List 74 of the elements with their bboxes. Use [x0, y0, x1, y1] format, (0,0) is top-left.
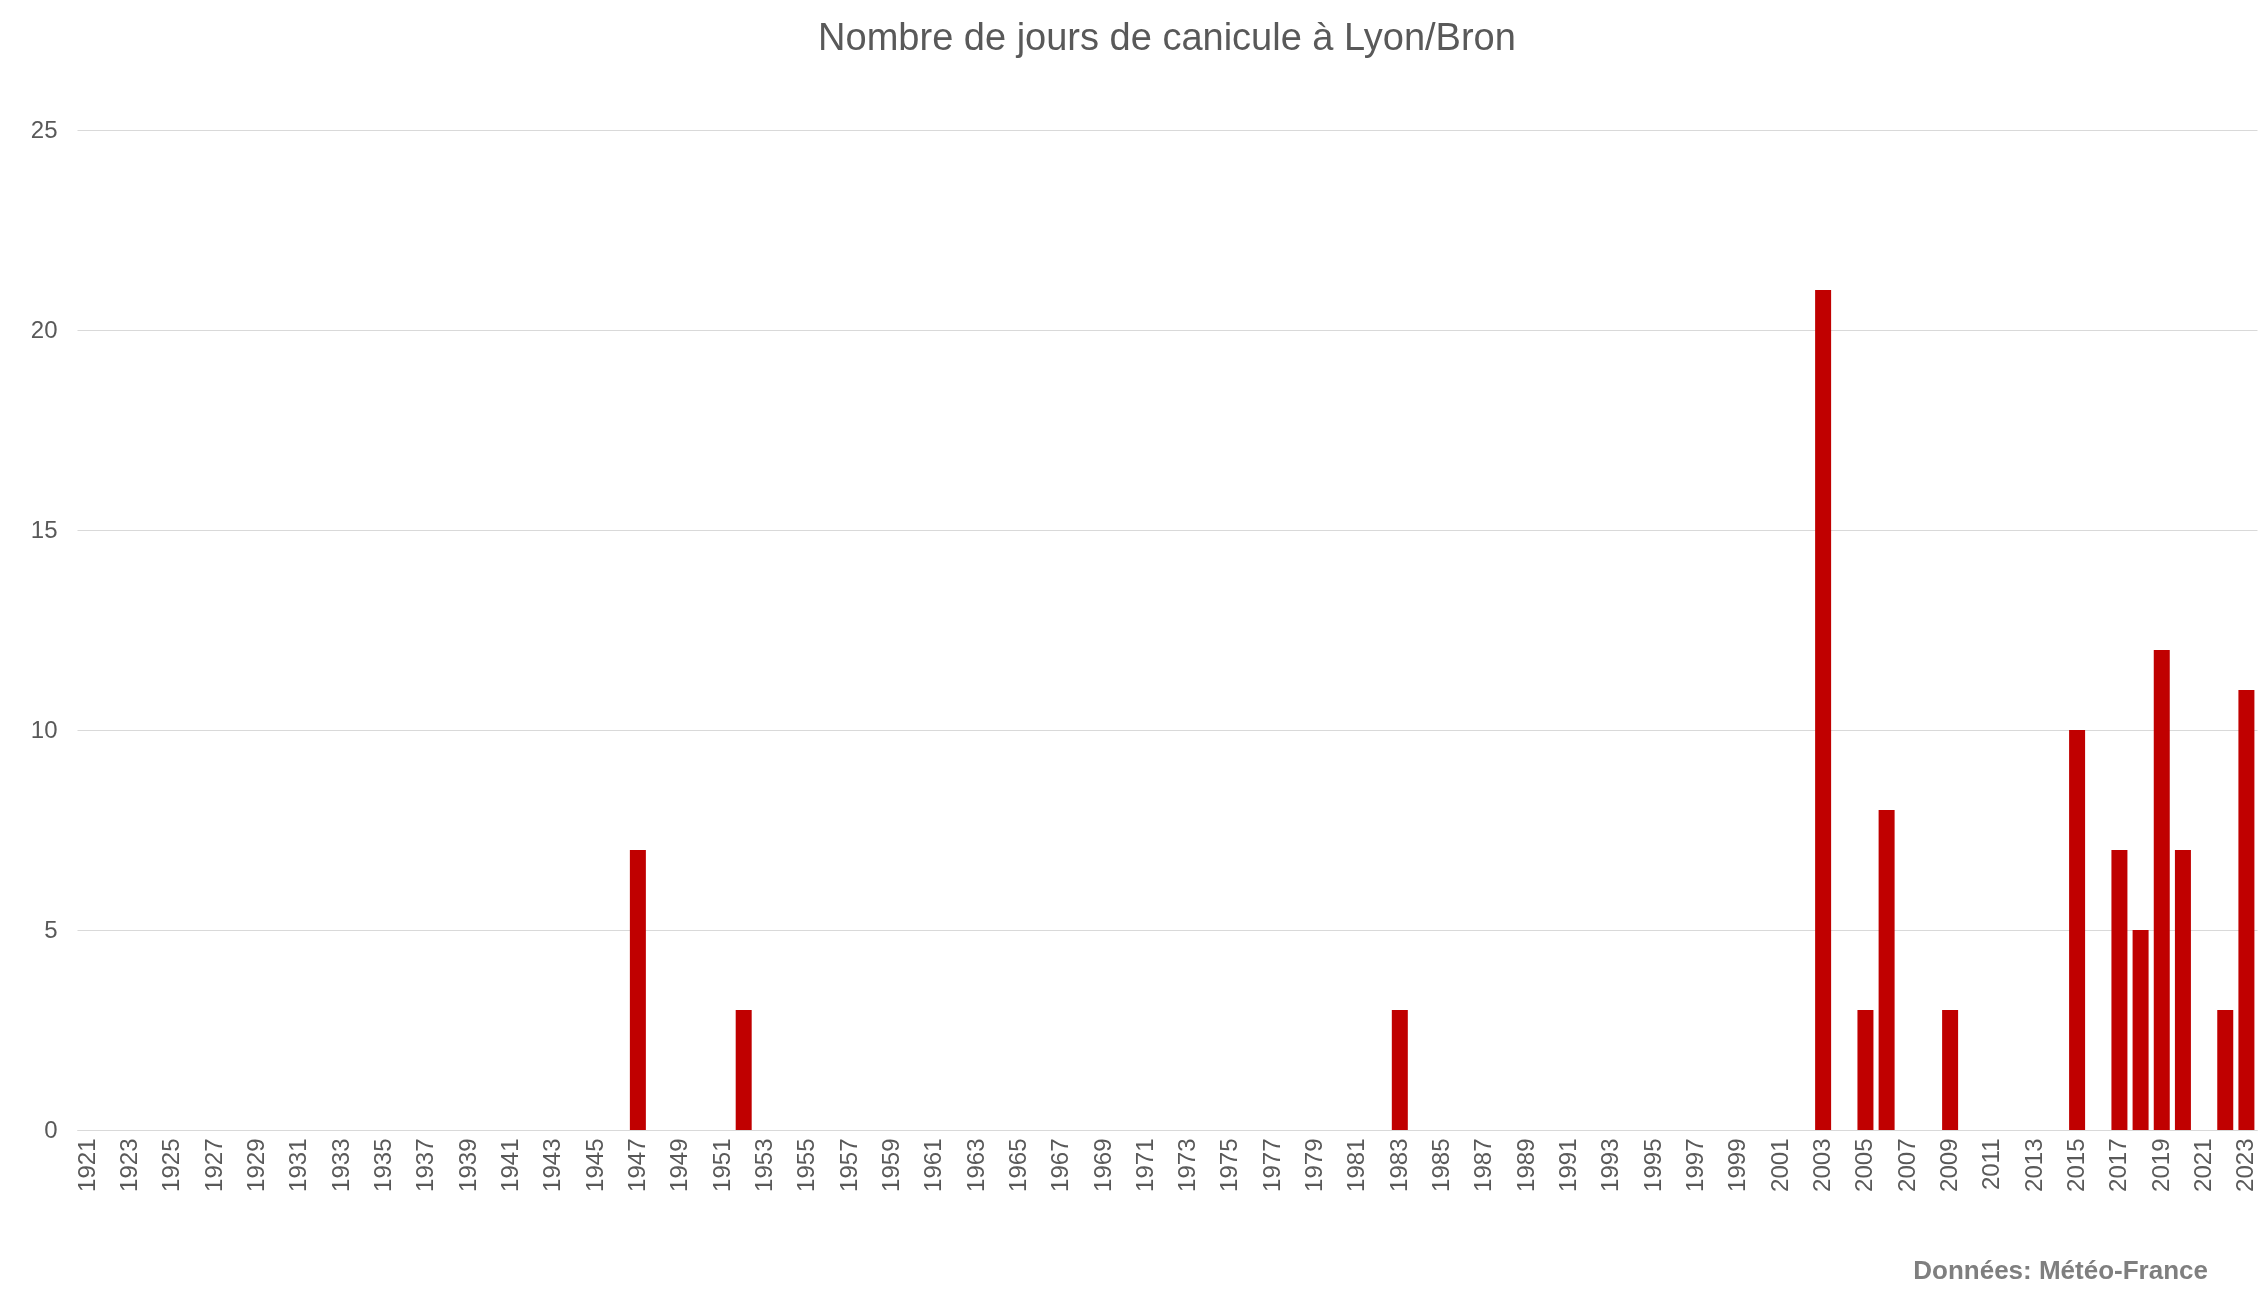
bar	[1391, 1010, 1408, 1130]
x-tick-label: 1979	[1300, 1138, 1328, 1192]
x-tick-label: 2015	[2062, 1138, 2090, 1192]
x-tick-label: 1987	[1469, 1138, 1497, 1192]
x-tick-label: 1921	[72, 1138, 100, 1192]
x-tick-label: 1947	[622, 1138, 650, 1192]
x-tick-label: 1999	[1723, 1138, 1751, 1192]
x-tick-label: 1963	[961, 1138, 989, 1192]
x-tick-label: 1941	[495, 1138, 523, 1192]
y-tick-label: 15	[30, 515, 58, 543]
x-tick-label: 2021	[2189, 1138, 2217, 1192]
x-tick-label: 1923	[114, 1138, 142, 1192]
x-tick-label: 2013	[2019, 1138, 2047, 1192]
x-tick-label: 2001	[1765, 1138, 1793, 1192]
bar	[2217, 1010, 2234, 1130]
x-tick-label: 1971	[1130, 1138, 1158, 1192]
bar	[2132, 930, 2149, 1130]
x-tick-label: 1967	[1046, 1138, 1074, 1192]
x-tick-label: 2003	[1808, 1138, 1836, 1192]
bar	[629, 850, 646, 1130]
x-tick-label: 2005	[1850, 1138, 1878, 1192]
x-tick-label: 1997	[1681, 1138, 1709, 1192]
x-tick-label: 1937	[411, 1138, 439, 1192]
bar	[2174, 850, 2191, 1130]
x-tick-label: 2019	[2146, 1138, 2174, 1192]
bar	[2111, 850, 2128, 1130]
text: Données: Météo-France	[1913, 1255, 2208, 1286]
x-tick-label: 1939	[453, 1138, 481, 1192]
y-tick-label: 10	[30, 715, 58, 743]
bar	[1857, 1010, 1874, 1130]
x-tick-label: 1985	[1427, 1138, 1455, 1192]
x-tick-label: 1955	[792, 1138, 820, 1192]
x-tick-label: 1931	[284, 1138, 312, 1192]
x-tick-label: 1953	[749, 1138, 777, 1192]
x-tick-label: 1961	[919, 1138, 947, 1192]
x-tick-label: 1995	[1638, 1138, 1666, 1192]
y-tick-label: 5	[44, 915, 58, 943]
x-tick-label: 1927	[199, 1138, 227, 1192]
x-tick-label: 1945	[580, 1138, 608, 1192]
bar	[1878, 810, 1895, 1130]
x-tick-label: 1989	[1511, 1138, 1539, 1192]
x-tick-label: 2007	[1892, 1138, 1920, 1192]
x-tick-label: 1933	[326, 1138, 354, 1192]
chart-title: Nombre de jours de canicule à Lyon/Bron	[818, 16, 1516, 58]
x-tick-label: 1935	[368, 1138, 396, 1192]
x-tick-label: 1951	[707, 1138, 735, 1192]
x-tick-label: 2017	[2104, 1138, 2132, 1192]
x-tick-label: 2009	[1935, 1138, 1963, 1192]
x-tick-label: 1957	[834, 1138, 862, 1192]
x-tick-label: 1943	[538, 1138, 566, 1192]
x-tick-label: 1949	[665, 1138, 693, 1192]
x-tick-label: 2011	[1977, 1138, 2005, 1191]
bar	[2069, 730, 2086, 1130]
y-tick-label: 20	[30, 315, 58, 343]
x-tick-label: 1973	[1173, 1138, 1201, 1192]
y-tick-label: 25	[30, 115, 58, 143]
x-tick-label: 1975	[1215, 1138, 1243, 1192]
bar	[1942, 1010, 1959, 1130]
x-tick-label: 1925	[157, 1138, 185, 1192]
bar	[2238, 690, 2255, 1130]
x-tick-label: 2023	[2231, 1138, 2259, 1192]
x-tick-label: 1959	[876, 1138, 904, 1192]
x-tick-label: 1991	[1554, 1138, 1582, 1192]
x-tick-label: 1965	[1003, 1138, 1031, 1192]
x-tick-label: 1969	[1088, 1138, 1116, 1192]
x-tick-label: 1993	[1596, 1138, 1624, 1192]
y-tick-label: 0	[44, 1115, 58, 1143]
x-tick-label: 1929	[241, 1138, 269, 1192]
bar	[2153, 650, 2170, 1130]
x-tick-label: 1981	[1342, 1138, 1370, 1192]
x-tick-label: 1983	[1384, 1138, 1412, 1192]
bar	[735, 1010, 752, 1130]
x-tick-label: 1977	[1257, 1138, 1285, 1192]
bar	[1815, 290, 1832, 1130]
